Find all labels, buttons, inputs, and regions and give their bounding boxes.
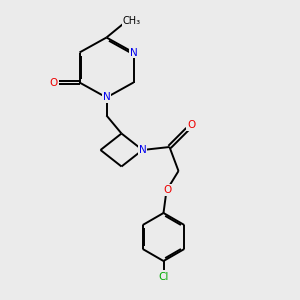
Text: N: N [103,92,110,103]
Text: O: O [187,120,195,130]
Text: Cl: Cl [158,272,169,282]
Text: N: N [139,145,146,155]
Text: N: N [130,47,137,58]
Text: O: O [163,185,171,195]
Text: CH₃: CH₃ [122,16,140,26]
Text: O: O [50,77,58,88]
